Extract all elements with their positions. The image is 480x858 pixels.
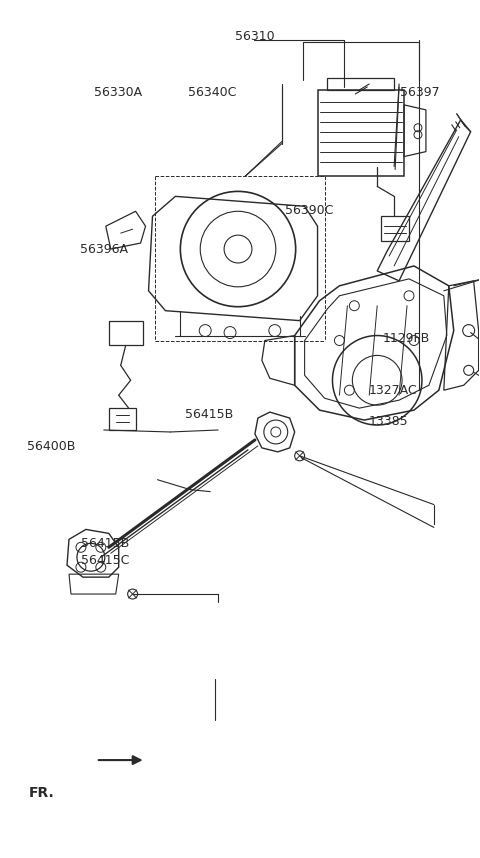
Text: 56400B: 56400B — [27, 439, 75, 452]
Text: 56396A: 56396A — [80, 243, 128, 256]
Text: 56397: 56397 — [400, 86, 440, 99]
Text: 13385: 13385 — [369, 415, 408, 428]
Text: 56330A: 56330A — [94, 86, 142, 99]
Text: 1327AC: 1327AC — [369, 384, 418, 396]
Text: 56310: 56310 — [235, 29, 274, 43]
Text: 56340C: 56340C — [188, 86, 236, 99]
Text: 56415B: 56415B — [185, 408, 233, 420]
Text: FR.: FR. — [29, 786, 55, 801]
Text: 56390C: 56390C — [285, 204, 334, 217]
Text: 56415B: 56415B — [81, 537, 130, 550]
Text: 56415C: 56415C — [81, 554, 130, 567]
Text: 1129FB: 1129FB — [383, 332, 431, 346]
